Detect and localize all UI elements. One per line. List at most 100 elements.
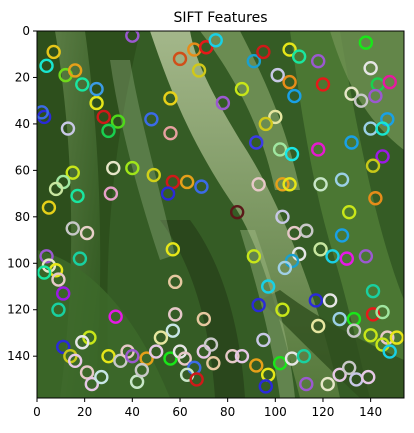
keypoint-marker-82 bbox=[334, 228, 350, 243]
keypoint-marker-110 bbox=[308, 293, 324, 308]
keypoint-marker-9 bbox=[101, 123, 116, 139]
keypoint-marker-73 bbox=[275, 209, 290, 225]
keypoint-marker-37 bbox=[382, 74, 397, 90]
keypoint-marker-115 bbox=[365, 307, 381, 322]
keypoint-marker-19 bbox=[199, 40, 214, 55]
keypoint-marker-48 bbox=[311, 142, 326, 157]
x-tick-label-1: 20 bbox=[77, 405, 92, 419]
x-axis: 0 20 40 60 80 100 120 140 bbox=[33, 398, 382, 419]
keypoint-marker-69 bbox=[334, 172, 350, 187]
keypoint-marker-94 bbox=[56, 286, 71, 301]
x-tick-label-5: 100 bbox=[264, 405, 287, 419]
keypoint-marker-6 bbox=[89, 95, 104, 111]
keypoint-marker-137 bbox=[206, 355, 221, 371]
keypoint-marker-15 bbox=[163, 126, 178, 141]
keypoint-marker-103 bbox=[168, 307, 183, 322]
keypoint-marker-2 bbox=[39, 58, 54, 74]
x-tick-label-6: 120 bbox=[312, 405, 335, 419]
keypoint-marker-1 bbox=[46, 44, 61, 60]
keypoint-marker-23 bbox=[234, 81, 250, 97]
x-tick-label-7: 140 bbox=[359, 405, 382, 419]
keypoint-marker-70 bbox=[368, 191, 383, 206]
keypoint-marker-0 bbox=[125, 31, 140, 43]
keypoint-marker-63 bbox=[70, 188, 85, 204]
y-tick-label-5: 100 bbox=[7, 256, 30, 270]
keypoint-marker-8 bbox=[110, 114, 126, 129]
keypoint-marker-130 bbox=[148, 344, 164, 359]
keypoint-marker-60 bbox=[65, 165, 80, 180]
y-tick-label-6: 120 bbox=[7, 303, 30, 317]
keypoint-marker-153 bbox=[361, 369, 376, 385]
keypoint-marker-149 bbox=[320, 376, 335, 392]
keypoint-marker-33 bbox=[344, 86, 359, 101]
y-tick-label-4: 80 bbox=[15, 210, 30, 224]
keypoint-marker-112 bbox=[332, 311, 347, 327]
keypoint-marker-128 bbox=[125, 348, 140, 364]
keypoint-marker-106 bbox=[196, 311, 212, 327]
keypoint-marker-114 bbox=[365, 283, 381, 299]
keypoint-marker-129 bbox=[139, 351, 154, 366]
keypoint-marker-42 bbox=[375, 121, 390, 136]
keypoint-marker-107 bbox=[260, 279, 276, 294]
keypoint-marker-117 bbox=[311, 318, 326, 334]
x-tick-label-4: 80 bbox=[220, 405, 235, 419]
keypoint-marker-5 bbox=[75, 77, 90, 92]
y-tick-label-1: 20 bbox=[15, 70, 30, 84]
keypoint-marker-65 bbox=[251, 177, 266, 192]
keypoint-marker-20 bbox=[208, 33, 223, 48]
keypoint-marker-76 bbox=[313, 242, 328, 257]
keypoint-marker-66 bbox=[275, 177, 290, 192]
keypoint-marker-49 bbox=[344, 135, 359, 150]
keypoint-marker-89 bbox=[39, 249, 54, 264]
keypoint-marker-67 bbox=[282, 177, 297, 192]
keypoint-marker-142 bbox=[249, 358, 264, 373]
keypoint-marker-21 bbox=[191, 63, 207, 78]
keypoint-marker-150 bbox=[332, 367, 347, 382]
keypoint-marker-86 bbox=[65, 221, 80, 236]
keypoint-marker-58 bbox=[160, 186, 176, 201]
keypoint-marker-68 bbox=[313, 177, 328, 192]
keypoint-marker-108 bbox=[251, 297, 266, 313]
x-tick-label-2: 40 bbox=[125, 405, 140, 419]
keypoint-marker-39 bbox=[368, 88, 383, 104]
keypoint-marker-51 bbox=[365, 158, 381, 173]
keypoint-marker-158 bbox=[134, 362, 150, 378]
keypoint-marker-98 bbox=[75, 335, 90, 350]
keypoint-marker-28 bbox=[291, 49, 307, 64]
keypoint-marker-34 bbox=[353, 93, 369, 108]
keypoint-marker-111 bbox=[322, 293, 338, 308]
keypoint-marker-4 bbox=[67, 63, 83, 78]
keypoint-marker-71 bbox=[341, 204, 357, 220]
keypoint-marker-38 bbox=[358, 35, 374, 50]
chart-title: SIFT Features bbox=[173, 10, 267, 26]
keypoint-marker-46 bbox=[272, 142, 288, 157]
x-tick-label-0: 0 bbox=[33, 405, 41, 419]
keypoint-marker-157 bbox=[129, 374, 145, 389]
keypoint-marker-79 bbox=[277, 260, 293, 276]
keypoint-marker-7 bbox=[96, 109, 111, 125]
y-tick-label-0: 0 bbox=[22, 24, 30, 38]
x-tick-label-3: 60 bbox=[172, 405, 187, 419]
y-tick-label-2: 40 bbox=[15, 117, 30, 131]
keypoint-marker-22 bbox=[215, 95, 231, 111]
keypoint-marker-145 bbox=[272, 355, 288, 371]
keypoint-marker-17 bbox=[172, 51, 188, 67]
y-tick-label-7: 140 bbox=[7, 349, 30, 363]
keypoint-marker-26 bbox=[270, 67, 285, 83]
keypoint-marker-96 bbox=[108, 309, 123, 324]
keypoint-marker-155 bbox=[84, 376, 100, 392]
keypoint-marker-95 bbox=[51, 302, 66, 317]
keypoint-marker-44 bbox=[258, 116, 273, 132]
keypoint-marker-136 bbox=[203, 337, 219, 352]
keypoint-marker-27 bbox=[282, 42, 297, 57]
keypoint-marker-50 bbox=[375, 149, 390, 164]
keypoint-marker-14 bbox=[144, 112, 159, 127]
keypoint-marker-151 bbox=[341, 360, 357, 376]
keypoint-marker-133 bbox=[177, 351, 192, 366]
keypoint-marker-25 bbox=[256, 44, 271, 60]
keypoint-marker-75 bbox=[299, 223, 314, 238]
keypoint-marker-47 bbox=[284, 146, 300, 162]
keypoint-marker-154 bbox=[79, 365, 95, 380]
keypoint-marker-139 bbox=[189, 372, 204, 387]
